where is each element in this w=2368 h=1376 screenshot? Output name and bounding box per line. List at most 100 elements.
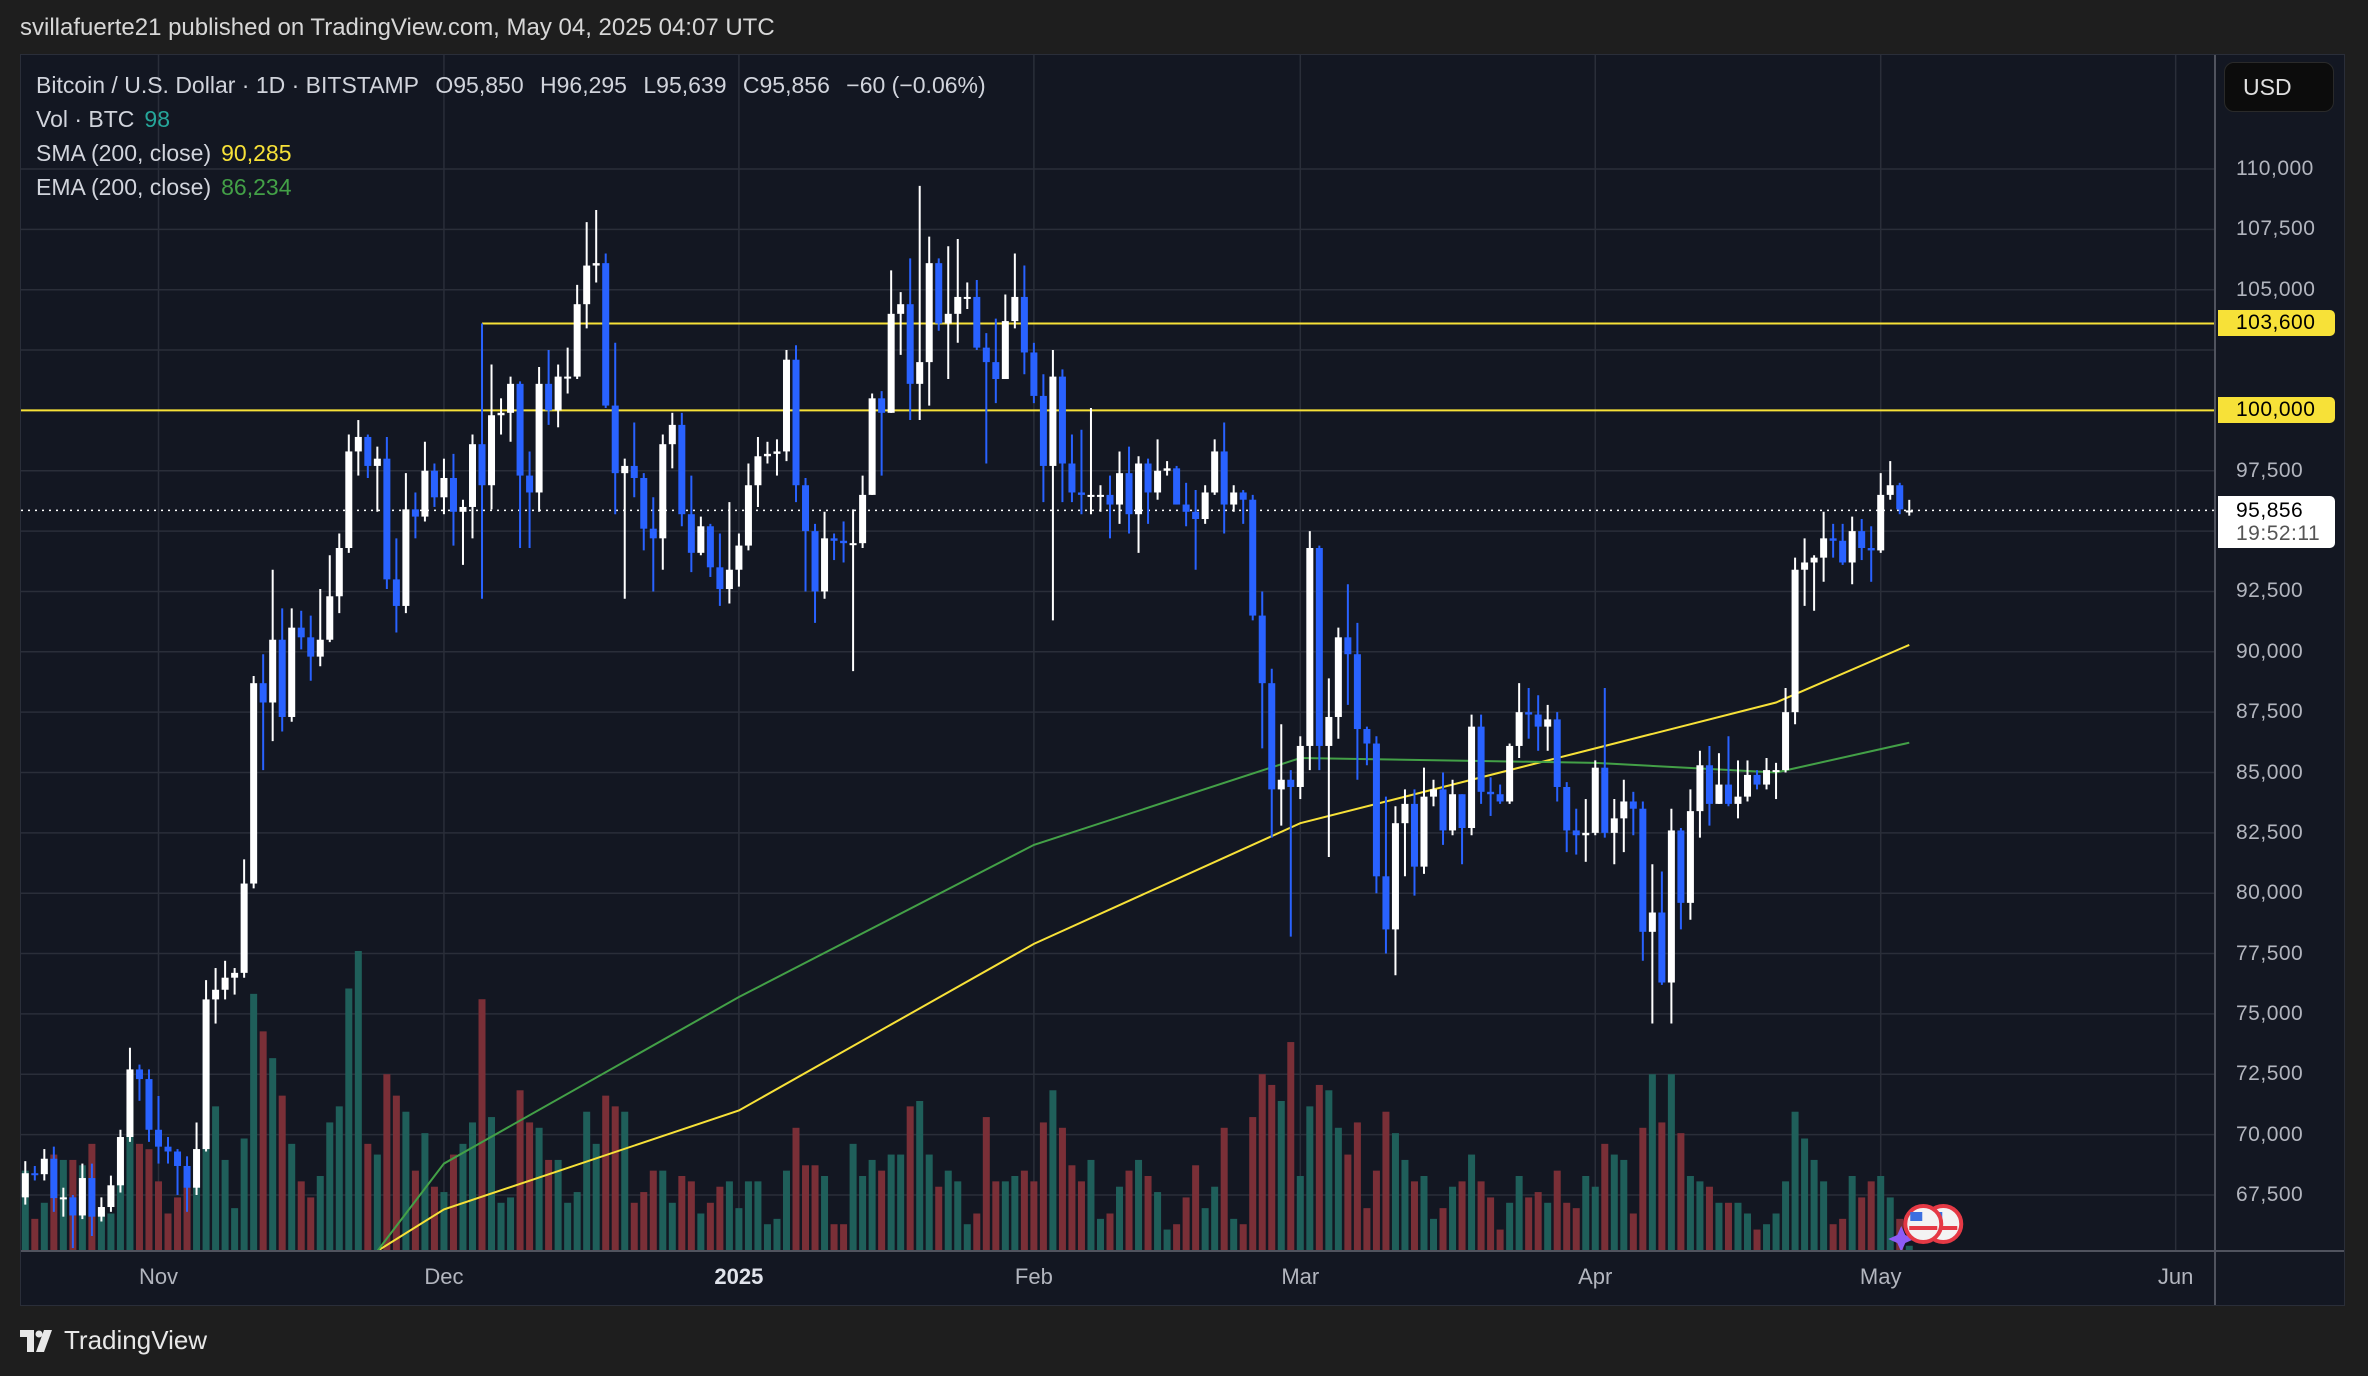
volume-bar (155, 1181, 162, 1251)
volume-bar (383, 1074, 391, 1251)
volume-bar (221, 1159, 229, 1251)
volume-bar (1886, 1197, 1894, 1251)
volume-bar (1353, 1122, 1361, 1251)
volume-bar (859, 1176, 867, 1251)
candle-body (402, 509, 410, 606)
volume-bar (1848, 1176, 1856, 1251)
level-tag-103600: 103,600 (2218, 310, 2335, 336)
candle-body (792, 359, 800, 486)
volume-bar (925, 1154, 933, 1251)
candle-body (659, 444, 667, 539)
volume-bar (849, 1143, 857, 1251)
volume-bar (706, 1202, 714, 1251)
volume-bar (31, 1218, 39, 1251)
volume-bar (164, 1213, 172, 1251)
tradingview-logo[interactable]: TradingView (20, 1325, 207, 1356)
volume-bar (1801, 1138, 1809, 1251)
volume-bar (1458, 1181, 1466, 1251)
volume-bar (1382, 1111, 1390, 1251)
legend-ema-row[interactable]: EMA (200, close) 86,234 (36, 174, 302, 201)
candle-body (887, 313, 895, 413)
us-flag-event-icon (1903, 1204, 1944, 1244)
last-price-tag: 95,856 19:52:11 (2218, 496, 2335, 548)
candle-body (1572, 830, 1580, 836)
volume-bar (40, 1202, 48, 1251)
candle-body (592, 263, 600, 266)
candle-body (202, 999, 210, 1150)
volume-value: 98 (144, 106, 171, 132)
candle-body (440, 477, 448, 498)
candle-body (478, 444, 486, 486)
currency-button[interactable]: USD (2224, 62, 2334, 112)
volume-bar (735, 1208, 743, 1251)
candle-body (1077, 492, 1085, 495)
candle-body (1858, 531, 1866, 548)
volume-bar (821, 1176, 829, 1251)
volume-bar (897, 1154, 905, 1251)
volume-bar (1020, 1170, 1028, 1251)
legend-volume-row[interactable]: Vol · BTC 98 (36, 106, 180, 133)
candle-body (1468, 726, 1476, 829)
volume-bar (802, 1165, 810, 1251)
moving-averages (376, 644, 1910, 1251)
legend-sma-row[interactable]: SMA (200, close) 90,285 (36, 140, 302, 167)
candle-body (773, 451, 781, 454)
candle-body (1192, 511, 1200, 520)
candle-body (145, 1079, 153, 1130)
candle-body (1782, 712, 1790, 771)
price-tick-label: 75,000 (2236, 1001, 2304, 1025)
ohlc-open: O95,850 (435, 72, 524, 98)
volume-bar (1334, 1127, 1342, 1251)
symbol-title[interactable]: Bitcoin / U.S. Dollar · 1D · BITSTAMP (36, 72, 419, 98)
volume-bar (1639, 1127, 1647, 1251)
volume-bar (97, 1208, 105, 1251)
candle-body (155, 1129, 162, 1147)
candle-body (697, 526, 705, 553)
candle-body (221, 977, 229, 990)
candle-body (1563, 786, 1571, 831)
candle-body (1239, 492, 1247, 500)
volume-bar (716, 1186, 724, 1251)
candle-body (278, 639, 286, 717)
candle-body (1401, 803, 1409, 824)
candle-body (1430, 789, 1438, 797)
volume-bar (392, 1095, 400, 1251)
candle-body (259, 683, 267, 703)
volume-bar (411, 1170, 419, 1251)
candle-body (1544, 719, 1552, 727)
candle-body (50, 1158, 58, 1199)
volume-bar (1905, 1245, 1913, 1251)
candle-body (364, 436, 372, 466)
volume-bar (1468, 1154, 1476, 1251)
volume-bar (1563, 1202, 1571, 1251)
candle-body (1182, 504, 1190, 512)
volume-bar (116, 1176, 124, 1251)
price-tick-label: 87,500 (2236, 700, 2304, 724)
volume-bar (135, 1143, 143, 1251)
candle-body (183, 1165, 191, 1188)
volume-bar (1135, 1159, 1143, 1251)
volume-bar (1439, 1208, 1447, 1251)
volume-bar (174, 1197, 182, 1251)
candle-body (1905, 510, 1913, 513)
volume-bar (621, 1111, 629, 1251)
volume-bar (1610, 1154, 1618, 1251)
event-markers[interactable] (1888, 1204, 1964, 1252)
volume-bar (906, 1106, 914, 1251)
candle-body (678, 424, 686, 515)
time-tick-label: Apr (1578, 1264, 1613, 1289)
chart-panel[interactable] (20, 54, 2345, 1306)
candle-body (31, 1173, 39, 1176)
volume-bar (1544, 1202, 1552, 1251)
candle-body (754, 456, 762, 486)
candle-body (135, 1069, 143, 1080)
volume-bar (640, 1192, 648, 1251)
candle-body (288, 627, 296, 717)
volume-bar (1820, 1181, 1828, 1251)
volume-bar (659, 1170, 667, 1251)
candle-body (545, 383, 553, 411)
volume-bar (459, 1143, 467, 1251)
volume-bar (744, 1181, 752, 1251)
volume-bar (840, 1224, 848, 1251)
